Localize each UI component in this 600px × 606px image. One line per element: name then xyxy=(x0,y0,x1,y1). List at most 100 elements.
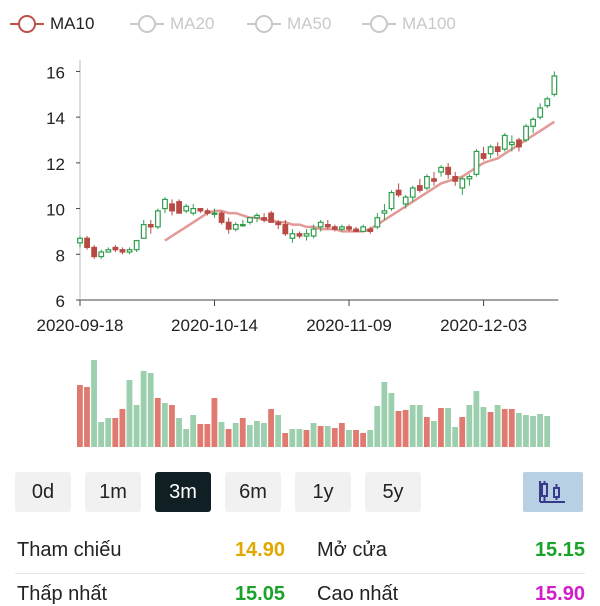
candle xyxy=(537,103,544,120)
volume-bar xyxy=(395,411,402,447)
volume-bar xyxy=(84,387,90,447)
candle xyxy=(268,210,275,223)
legend-item-ma20[interactable]: MA20 xyxy=(130,12,214,36)
candle-body xyxy=(218,212,225,223)
candle xyxy=(105,247,112,253)
candle xyxy=(162,197,168,214)
candle xyxy=(282,220,289,236)
volume-bar xyxy=(402,410,409,447)
volume-bar xyxy=(161,403,168,447)
candle xyxy=(289,229,296,243)
candle xyxy=(154,208,161,230)
volume-bar xyxy=(367,430,374,447)
volume-bar xyxy=(296,429,303,447)
candle-body xyxy=(551,75,558,95)
candle xyxy=(438,165,444,177)
candle-body xyxy=(225,221,232,230)
legend-label: MA20 xyxy=(170,14,215,33)
candle xyxy=(473,149,480,177)
candle-body xyxy=(530,118,537,127)
legend-circle-icon xyxy=(130,12,164,36)
high-price-label: Cao nhất xyxy=(317,583,399,605)
candle-body xyxy=(402,196,409,205)
candle xyxy=(84,236,90,250)
volume-bar xyxy=(473,391,480,447)
candle-body xyxy=(204,210,211,214)
candle-body xyxy=(339,226,345,230)
candle-body xyxy=(211,212,218,215)
candle xyxy=(551,71,558,97)
chart-axes: 6 8 10 12 14 16 2020-09-18 2020-10-14 2020-11-09… xyxy=(37,60,559,335)
candle-body xyxy=(254,214,260,219)
legend-item-ma100[interactable]: MA100 xyxy=(362,12,456,36)
candle-body xyxy=(331,226,338,230)
candle xyxy=(204,208,211,216)
candle-body xyxy=(466,175,473,180)
candle xyxy=(353,226,360,233)
candle-body xyxy=(261,217,267,221)
candle-body xyxy=(416,185,423,191)
volume-bar xyxy=(431,421,437,447)
chart-type-button[interactable] xyxy=(523,472,583,512)
candle-body xyxy=(480,153,487,159)
period-button-6m[interactable]: 6m xyxy=(225,472,281,512)
candle xyxy=(147,220,154,234)
candle xyxy=(310,224,317,239)
candle xyxy=(516,137,522,152)
volume-bar xyxy=(183,429,189,447)
volume-bar xyxy=(360,433,366,447)
volume-bar xyxy=(452,427,459,447)
volume-bar xyxy=(211,398,218,447)
candle xyxy=(346,224,352,232)
volume-bar xyxy=(310,423,317,447)
period-button-0d[interactable]: 0d xyxy=(15,472,71,512)
volume-bar xyxy=(317,426,324,447)
volume-bar xyxy=(147,373,154,447)
candle xyxy=(112,245,119,252)
period-button-1y[interactable]: 1y xyxy=(295,472,351,512)
candle xyxy=(183,204,190,214)
volume-bar xyxy=(466,405,473,447)
stats-divider xyxy=(15,573,585,574)
volume-bar xyxy=(537,414,543,447)
volume-bar xyxy=(381,382,388,447)
candle-body xyxy=(544,98,551,107)
candle-body xyxy=(310,228,317,237)
candle xyxy=(140,220,147,239)
candle-body xyxy=(438,166,444,173)
volume-bar xyxy=(105,418,112,447)
legend-circle-icon xyxy=(362,12,396,36)
volume-bar xyxy=(197,424,204,447)
candle-body xyxy=(112,246,119,251)
period-button-5y[interactable]: 5y xyxy=(365,472,421,512)
candle-body xyxy=(346,226,352,230)
volume-bar xyxy=(246,425,253,447)
volume-bar xyxy=(282,433,289,447)
candle-body xyxy=(523,125,529,141)
ref-price-value: 14.90 xyxy=(234,539,285,561)
volume-bar xyxy=(409,405,416,447)
candle xyxy=(402,194,409,209)
candle xyxy=(261,213,267,223)
volume-bar xyxy=(331,428,338,447)
candle xyxy=(225,217,232,234)
volume-bar xyxy=(303,430,310,447)
legend-item-ma50[interactable]: MA50 xyxy=(247,12,331,36)
candle-body xyxy=(247,217,253,223)
period-button-1m[interactable]: 1m xyxy=(85,472,141,512)
volume-bars-layer xyxy=(77,360,551,447)
candle xyxy=(494,142,501,156)
candle-body xyxy=(395,189,402,196)
candle-body xyxy=(162,198,168,210)
volume-bar xyxy=(268,409,274,447)
low-price-value: 15.05 xyxy=(234,583,285,605)
legend-item-ma10[interactable]: MA10 xyxy=(10,12,94,36)
candle xyxy=(501,133,508,152)
candle xyxy=(431,172,437,186)
volume-bar xyxy=(438,408,444,447)
candle xyxy=(424,174,430,191)
candle-body xyxy=(508,141,515,146)
period-button-3m[interactable]: 3m xyxy=(155,472,211,512)
volume-bar xyxy=(416,405,423,447)
volume-bar xyxy=(91,360,97,447)
